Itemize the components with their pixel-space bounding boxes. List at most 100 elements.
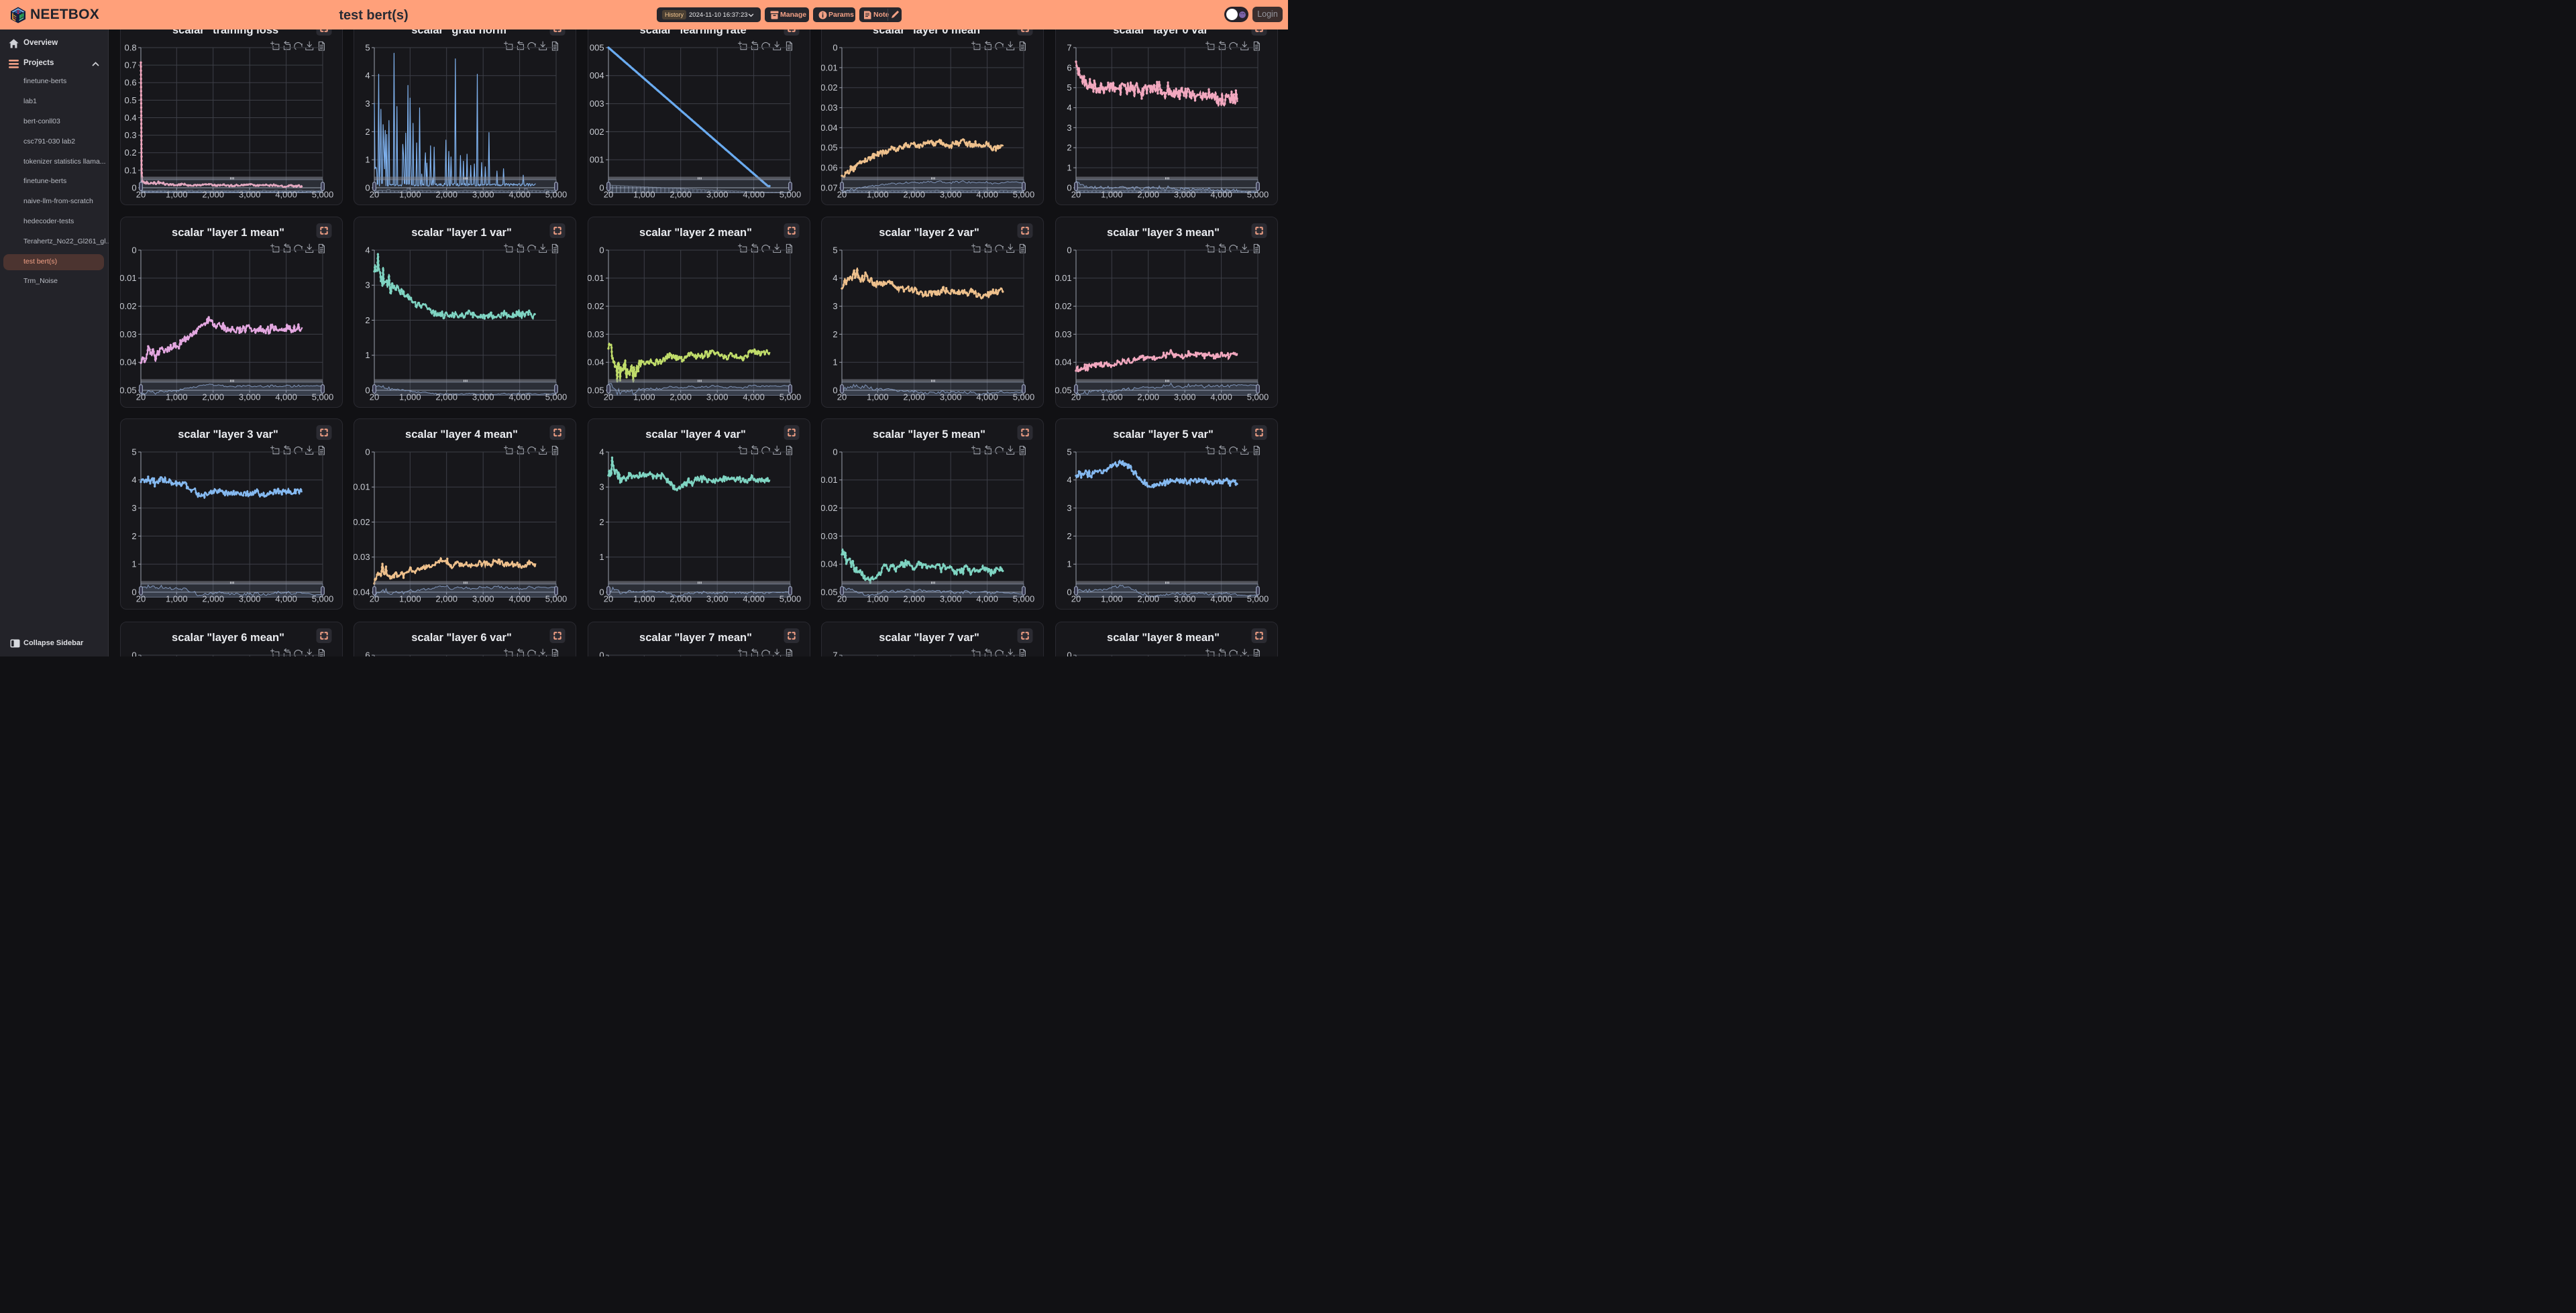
- svg-text:2,000: 2,000: [435, 392, 458, 402]
- svg-text:5,000: 5,000: [779, 189, 801, 199]
- svg-text:-0.03: -0.03: [354, 552, 370, 562]
- svg-text:0: 0: [131, 245, 136, 255]
- svg-text:0: 0: [1067, 182, 1071, 192]
- svg-text:5,000: 5,000: [545, 392, 568, 402]
- svg-text:scalar "layer 3 var": scalar "layer 3 var": [178, 429, 278, 441]
- svg-text:2: 2: [365, 315, 370, 325]
- svg-text:20: 20: [370, 392, 379, 402]
- svg-text:3,000: 3,000: [1173, 189, 1195, 199]
- svg-text:3: 3: [131, 503, 136, 513]
- svg-text:-0.01: -0.01: [821, 62, 838, 72]
- svg-text:7: 7: [1067, 42, 1071, 52]
- svg-text:0.8: 0.8: [124, 42, 136, 52]
- svg-text:0.2: 0.2: [124, 148, 136, 158]
- svg-text:-0.04: -0.04: [1055, 357, 1072, 367]
- svg-text:2,000: 2,000: [903, 189, 925, 199]
- svg-text:-0.01: -0.01: [588, 273, 604, 283]
- svg-text:0: 0: [599, 245, 604, 255]
- svg-text:-0.03: -0.03: [821, 103, 838, 113]
- svg-text:5: 5: [1067, 82, 1071, 93]
- svg-text:4,000: 4,000: [1210, 392, 1232, 402]
- svg-text:0: 0: [365, 385, 370, 395]
- svg-text:2,000: 2,000: [669, 392, 692, 402]
- svg-text:0: 0: [833, 385, 837, 395]
- svg-text:3: 3: [599, 481, 604, 492]
- svg-text:4,000: 4,000: [976, 392, 998, 402]
- svg-text:3,000: 3,000: [940, 392, 962, 402]
- svg-text:-0.02: -0.02: [588, 301, 604, 311]
- svg-text:0: 0: [599, 182, 604, 192]
- svg-text:4,000: 4,000: [508, 189, 531, 199]
- svg-text:0.4: 0.4: [124, 112, 136, 122]
- svg-text:0: 0: [833, 42, 837, 52]
- svg-text:3,000: 3,000: [238, 593, 260, 604]
- svg-text:1: 1: [365, 154, 370, 164]
- svg-text:-0.01: -0.01: [354, 481, 370, 492]
- svg-text:-0.04: -0.04: [354, 587, 370, 597]
- svg-text:-0.06: -0.06: [821, 162, 838, 172]
- svg-text:2,000: 2,000: [903, 392, 925, 402]
- svg-text:-0.02: -0.02: [120, 301, 137, 311]
- svg-text:4,000: 4,000: [1210, 189, 1232, 199]
- svg-text:2: 2: [365, 126, 370, 136]
- svg-text:3,000: 3,000: [472, 593, 494, 604]
- svg-text:1,000: 1,000: [867, 189, 889, 199]
- svg-text:4,000: 4,000: [743, 392, 765, 402]
- svg-text:003: 003: [589, 99, 604, 109]
- svg-text:4: 4: [365, 245, 370, 255]
- svg-text:20: 20: [837, 593, 847, 604]
- svg-text:2,000: 2,000: [202, 189, 224, 199]
- svg-text:5: 5: [131, 447, 136, 457]
- svg-text:-0.03: -0.03: [120, 329, 137, 339]
- svg-text:2: 2: [599, 516, 604, 526]
- svg-text:-0.05: -0.05: [120, 385, 137, 395]
- svg-text:4: 4: [1067, 475, 1071, 485]
- svg-text:0.7: 0.7: [124, 60, 136, 70]
- svg-text:1: 1: [599, 552, 604, 562]
- svg-text:scalar "layer 4 mean": scalar "layer 4 mean": [405, 429, 518, 441]
- svg-text:0: 0: [599, 587, 604, 597]
- svg-text:2: 2: [1067, 142, 1071, 152]
- svg-text:20: 20: [603, 189, 612, 199]
- svg-text:1: 1: [131, 559, 136, 569]
- svg-text:-0.02: -0.02: [821, 503, 838, 513]
- svg-text:20: 20: [603, 392, 612, 402]
- svg-text:5,000: 5,000: [545, 593, 568, 604]
- svg-text:20: 20: [1071, 189, 1080, 199]
- svg-text:1,000: 1,000: [399, 593, 421, 604]
- svg-text:0.1: 0.1: [124, 165, 136, 175]
- svg-text:5,000: 5,000: [545, 189, 568, 199]
- svg-text:4,000: 4,000: [1210, 593, 1232, 604]
- svg-text:-0.04: -0.04: [588, 357, 604, 367]
- svg-text:4,000: 4,000: [275, 189, 297, 199]
- svg-text:5,000: 5,000: [1013, 189, 1035, 199]
- svg-text:0: 0: [1067, 650, 1071, 656]
- svg-text:-0.05: -0.05: [821, 142, 838, 152]
- svg-text:2,000: 2,000: [669, 593, 692, 604]
- svg-text:2: 2: [833, 329, 837, 339]
- svg-text:-0.04: -0.04: [120, 357, 137, 367]
- svg-text:2,000: 2,000: [669, 189, 692, 199]
- svg-text:scalar "layer 6 var": scalar "layer 6 var": [411, 632, 512, 644]
- svg-text:2,000: 2,000: [1137, 392, 1159, 402]
- svg-text:20: 20: [1071, 392, 1080, 402]
- svg-text:0: 0: [365, 182, 370, 192]
- svg-text:-0.02: -0.02: [821, 82, 838, 93]
- svg-text:1,000: 1,000: [399, 189, 421, 199]
- svg-text:-0.02: -0.02: [1055, 301, 1072, 311]
- svg-text:1,000: 1,000: [633, 189, 655, 199]
- svg-text:-0.03: -0.03: [821, 530, 838, 540]
- svg-text:2: 2: [131, 530, 136, 540]
- svg-text:-0.05: -0.05: [1055, 385, 1072, 395]
- svg-text:3,000: 3,000: [706, 189, 728, 199]
- svg-text:scalar "layer 1 mean": scalar "layer 1 mean": [172, 227, 284, 239]
- svg-text:3,000: 3,000: [940, 189, 962, 199]
- svg-text:1: 1: [1067, 162, 1071, 172]
- svg-text:0: 0: [833, 447, 837, 457]
- svg-text:scalar "layer 2 mean": scalar "layer 2 mean": [639, 227, 752, 239]
- svg-text:3: 3: [365, 99, 370, 109]
- svg-text:scalar "layer 4 var": scalar "layer 4 var": [645, 429, 746, 441]
- svg-text:3: 3: [1067, 503, 1071, 513]
- svg-text:3,000: 3,000: [472, 189, 494, 199]
- svg-text:3,000: 3,000: [472, 392, 494, 402]
